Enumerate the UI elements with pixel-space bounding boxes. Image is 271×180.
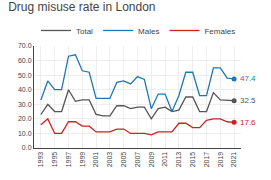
- svg-text:Drug misuse rate in London: Drug misuse rate in London: [8, 0, 155, 14]
- svg-text:1993: 1993: [37, 152, 44, 168]
- svg-text:30.0: 30.0: [18, 101, 32, 108]
- svg-text:2011: 2011: [161, 152, 168, 167]
- svg-text:2013: 2013: [175, 152, 182, 168]
- svg-text:2015: 2015: [189, 152, 196, 168]
- svg-text:1997: 1997: [65, 152, 72, 168]
- svg-text:1995: 1995: [51, 152, 58, 168]
- svg-text:2019: 2019: [217, 152, 224, 168]
- svg-text:2007: 2007: [134, 152, 141, 168]
- svg-text:Females: Females: [204, 27, 235, 36]
- svg-text:47.4: 47.4: [240, 74, 256, 83]
- svg-text:2005: 2005: [120, 152, 127, 168]
- svg-text:10.0: 10.0: [18, 130, 32, 137]
- svg-text:50.0: 50.0: [18, 72, 32, 79]
- svg-text:Total: Total: [76, 27, 93, 36]
- svg-text:1999: 1999: [79, 152, 86, 168]
- svg-text:2017: 2017: [203, 152, 210, 168]
- svg-text:17.6: 17.6: [240, 118, 256, 127]
- svg-text:2003: 2003: [106, 152, 113, 168]
- svg-text:70.0: 70.0: [18, 42, 32, 49]
- svg-text:20.0: 20.0: [18, 115, 32, 122]
- svg-text:40.0: 40.0: [18, 86, 32, 93]
- svg-text:2009: 2009: [148, 152, 155, 168]
- svg-text:Males: Males: [138, 27, 159, 36]
- svg-text:0.0: 0.0: [22, 144, 32, 151]
- svg-text:2001: 2001: [92, 152, 99, 168]
- svg-text:2021: 2021: [230, 152, 237, 168]
- svg-text:60.0: 60.0: [18, 57, 32, 64]
- svg-text:32.5: 32.5: [240, 96, 256, 105]
